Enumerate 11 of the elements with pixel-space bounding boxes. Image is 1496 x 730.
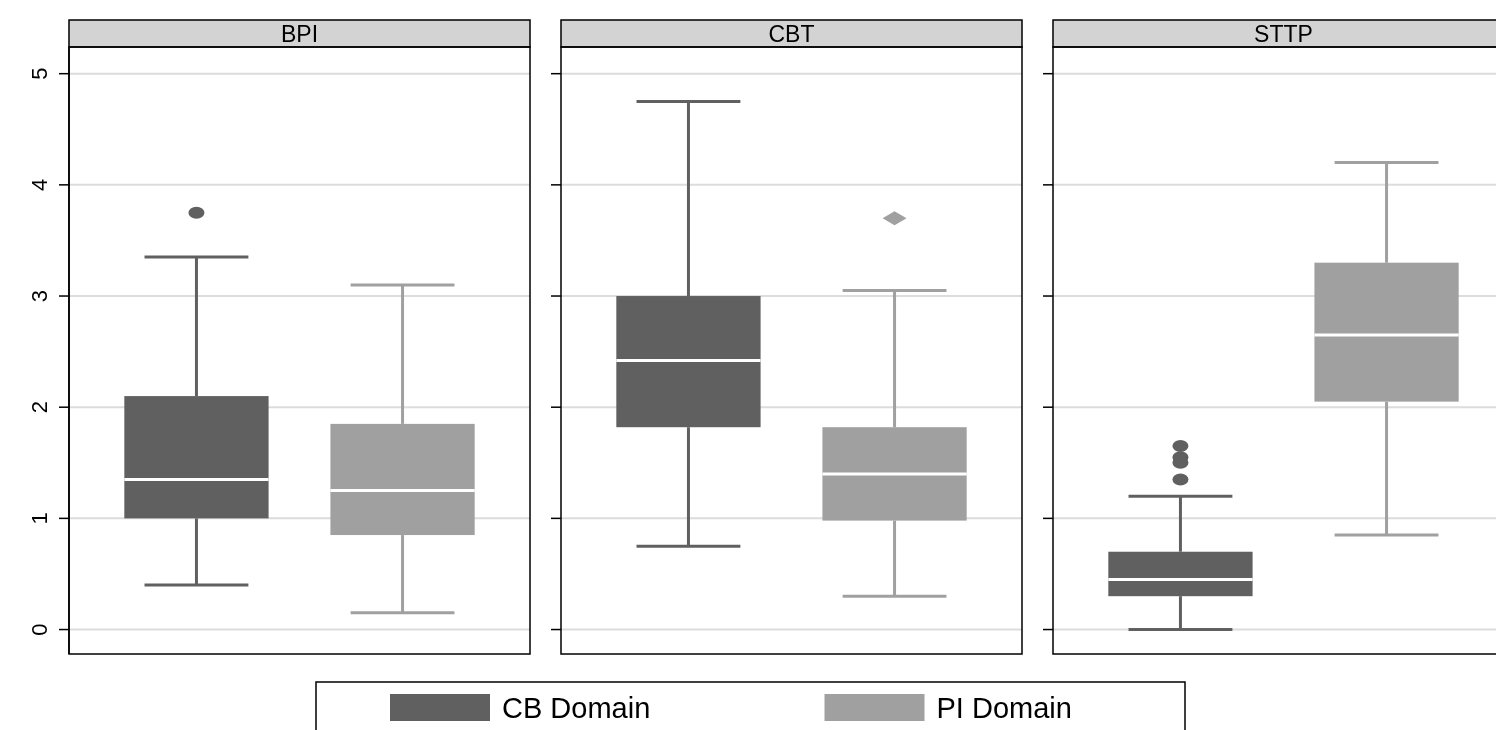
x-tick-label: CBT	[768, 20, 815, 47]
y-tick-label: 0	[27, 623, 52, 636]
y-tick-label: 4	[27, 178, 52, 191]
y-tick-label: 2	[27, 401, 52, 414]
x-tick-label: BPI	[280, 20, 319, 47]
y-tick-label: 3	[27, 289, 52, 303]
y-tick-label: 5	[27, 67, 52, 80]
legend-label: PI Domain	[936, 692, 1072, 724]
legend-label: CB Domain	[502, 692, 651, 724]
y-tick-label: 1	[27, 512, 52, 525]
x-tick-label: STTP	[1254, 20, 1313, 47]
